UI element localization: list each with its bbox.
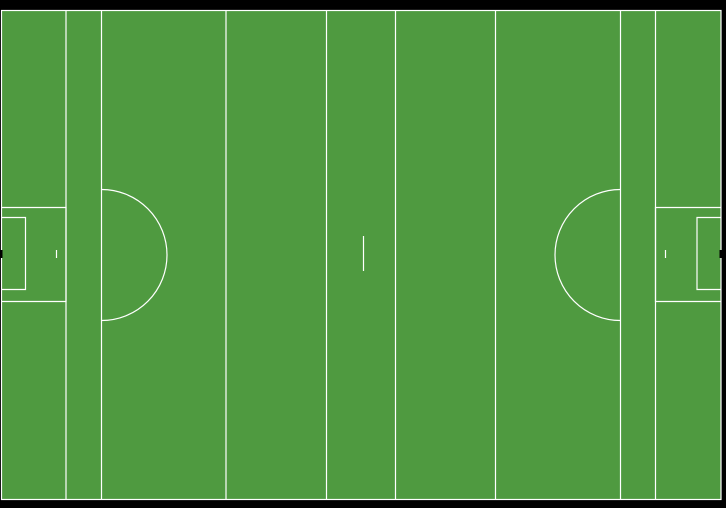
left-large-rectangle <box>1 206 67 303</box>
right-large-rectangle <box>654 206 721 303</box>
pitch-surface <box>1 10 721 500</box>
left-arc <box>101 188 168 322</box>
right-arc <box>554 188 621 322</box>
left-small-rectangle <box>1 216 27 291</box>
right-small-rectangle <box>696 216 721 291</box>
